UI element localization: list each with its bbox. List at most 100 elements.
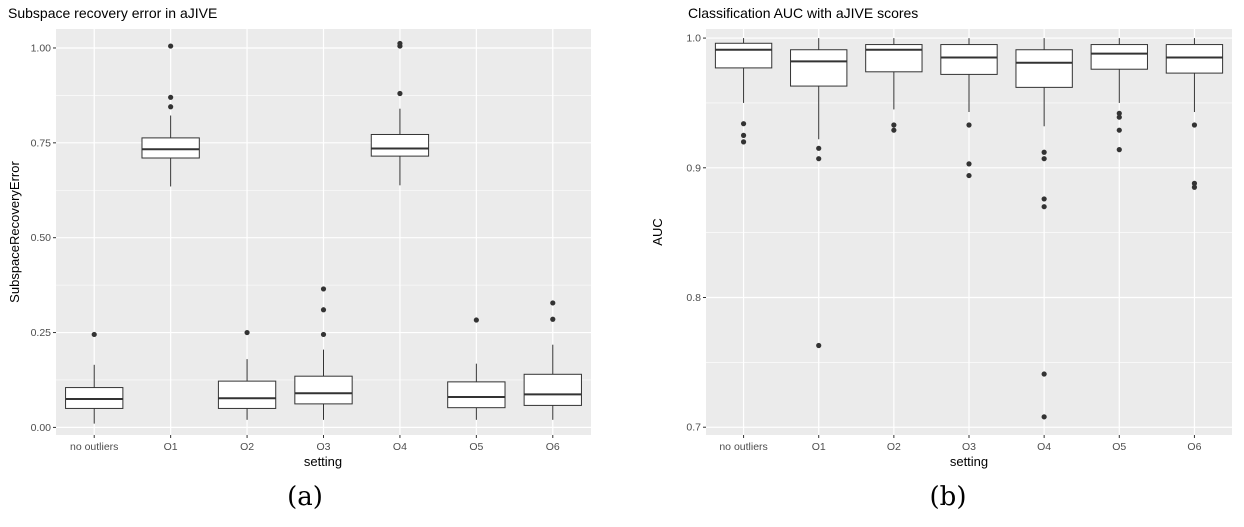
x-tick-label: O2	[887, 441, 901, 453]
outlier-point	[1191, 184, 1198, 190]
x-tick-label: O6	[546, 441, 560, 453]
y-axis-ticks: 0.7 0.8 0.9 1.0	[686, 33, 706, 434]
outlier-point	[1041, 371, 1047, 377]
outlier-point	[816, 342, 822, 349]
y-tick-label: 0.75	[31, 137, 52, 149]
panel-a: Subspace recovery error in aJIVE 0.00 0.2…	[7, 5, 591, 512]
iqr-box	[523, 373, 582, 406]
x-tick-label: O1	[812, 441, 826, 453]
outlier-point	[397, 40, 403, 47]
box-2	[790, 38, 848, 349]
outlier-point	[168, 104, 174, 110]
outlier-point	[1116, 114, 1122, 120]
outlier-point	[320, 307, 327, 313]
iqr-box	[141, 137, 200, 159]
iqr-box	[940, 44, 998, 75]
x-tick-label: O2	[240, 441, 254, 453]
outlier-point	[1116, 110, 1122, 116]
box-7	[1165, 38, 1224, 190]
x-tick-label: O6	[1187, 441, 1201, 453]
outlier-point	[550, 316, 556, 322]
outlier-point	[168, 43, 174, 49]
x-tick-label: O1	[164, 441, 178, 453]
iqr-box	[294, 375, 353, 405]
box-5	[1015, 38, 1073, 420]
box-series	[65, 40, 582, 424]
y-tick-label: 0.00	[31, 422, 52, 434]
y-axis-label: SubspaceRecoveryError	[7, 161, 22, 303]
outlier-point	[966, 122, 972, 128]
chart-title: Subspace recovery error in aJIVE	[8, 5, 217, 21]
iqr-box	[1015, 49, 1073, 88]
outlier-point	[816, 156, 822, 162]
x-axis-ticks: no outliers O1 O2 O3 O4 O5 O6	[70, 435, 560, 453]
outlier-point	[473, 317, 479, 323]
box-6	[447, 317, 506, 420]
x-axis-label: setting	[950, 454, 988, 469]
iqr-box	[370, 133, 430, 157]
outlier-point	[1116, 147, 1122, 153]
panel-caption: (a)	[287, 482, 323, 512]
outlier-point	[1041, 149, 1047, 155]
outlier-point	[168, 94, 174, 100]
outlier-point	[966, 161, 972, 167]
x-tick-label: O4	[1037, 441, 1051, 453]
y-tick-label: 1.0	[686, 33, 701, 45]
iqr-box	[790, 49, 848, 87]
outlier-point	[91, 331, 97, 338]
iqr-box	[1090, 44, 1148, 70]
x-tick-label: no outliers	[70, 441, 118, 453]
box-2	[141, 43, 200, 187]
iqr-box	[447, 381, 506, 409]
outlier-point	[891, 127, 897, 133]
outlier-point	[1191, 180, 1198, 186]
y-tick-label: 0.25	[31, 327, 52, 339]
outlier-point	[966, 172, 972, 179]
outlier-point	[397, 90, 403, 97]
x-tick-label: O5	[1112, 441, 1126, 453]
y-tick-label: 0.9	[686, 162, 701, 174]
outlier-point	[1041, 414, 1047, 420]
x-tick-label: O5	[469, 441, 483, 453]
y-axis-label: AUC	[650, 218, 665, 245]
outlier-point	[740, 121, 747, 127]
x-tick-label: O3	[316, 441, 330, 453]
box-4	[294, 286, 353, 420]
outlier-point	[740, 139, 747, 145]
box-1	[65, 331, 124, 424]
y-tick-label: 0.7	[686, 422, 701, 434]
outlier-point	[550, 300, 556, 306]
box-3	[217, 329, 277, 420]
iqr-box	[217, 380, 277, 409]
y-axis-ticks: 0.00 0.25 0.50 0.75 1.00	[31, 42, 56, 434]
box-1	[714, 38, 773, 145]
box-6	[1090, 38, 1148, 153]
y-tick-label: 0.8	[686, 292, 701, 304]
x-axis-label: setting	[304, 454, 342, 469]
outlier-point	[816, 145, 822, 151]
y-tick-label: 1.00	[31, 42, 52, 54]
iqr-box	[865, 44, 923, 73]
box-7	[523, 300, 582, 420]
box-3	[865, 38, 923, 133]
iqr-box	[714, 42, 773, 69]
outlier-point	[1191, 122, 1198, 128]
box-series	[714, 38, 1224, 420]
outlier-point	[1041, 196, 1047, 202]
box-4	[940, 38, 998, 179]
outlier-point	[320, 331, 327, 338]
box-5	[370, 40, 430, 186]
chart-title: Classification AUC with aJIVE scores	[688, 5, 918, 21]
outlier-point	[1116, 127, 1122, 133]
x-tick-label: O3	[962, 441, 976, 453]
x-axis-ticks: no outliers O1 O2 O3 O4 O5 O6	[719, 435, 1202, 453]
outlier-point	[891, 122, 897, 128]
outlier-point	[244, 329, 250, 336]
outlier-point	[320, 286, 327, 292]
iqr-box	[1165, 44, 1224, 74]
outlier-point	[1041, 204, 1047, 210]
panel-caption: (b)	[930, 482, 967, 512]
panel-b: Classification AUC with aJIVE scores 0.7…	[650, 5, 1232, 512]
x-tick-label: O4	[393, 441, 407, 453]
